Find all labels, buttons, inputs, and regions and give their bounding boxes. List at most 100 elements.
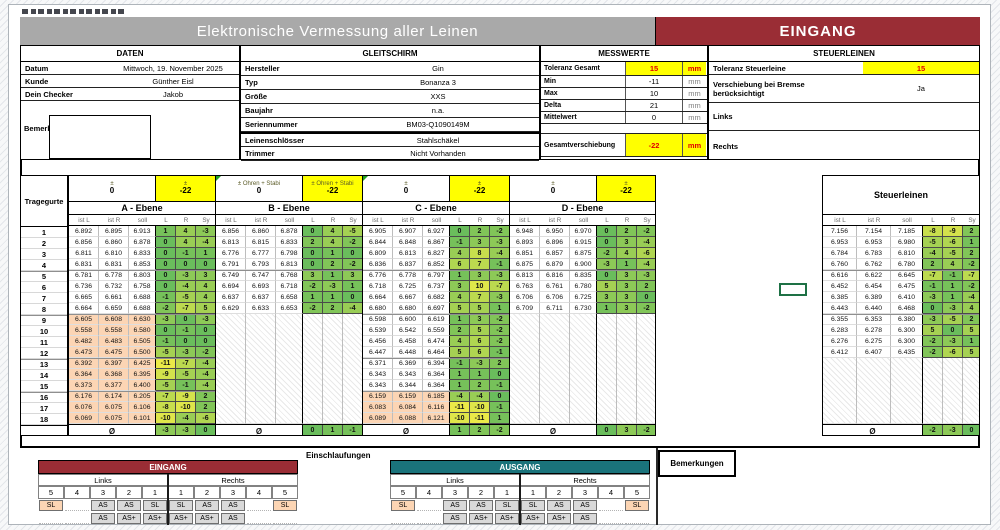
soll-cell[interactable]: 6.725 bbox=[570, 292, 597, 303]
r-diff-cell[interactable]: 10 bbox=[470, 281, 490, 292]
ist-r-cell[interactable]: 6.907 bbox=[393, 226, 423, 237]
ist-l-cell[interactable]: 6.664 bbox=[363, 292, 393, 303]
ist-l-cell[interactable]: 6.893 bbox=[510, 237, 540, 248]
ist-l-cell[interactable]: 6.749 bbox=[216, 271, 246, 281]
ist-l-cell[interactable]: 6.760 bbox=[823, 259, 857, 270]
sy-diff-cell[interactable]: 0 bbox=[196, 259, 215, 270]
r-diff-cell[interactable]: 6 bbox=[470, 347, 490, 358]
r-diff-cell[interactable]: 2 bbox=[323, 303, 343, 314]
ist-l-cell[interactable]: 6.851 bbox=[510, 248, 540, 259]
ist-l-cell[interactable]: 6.412 bbox=[823, 347, 857, 358]
l-diff-cell[interactable]: -3 bbox=[156, 315, 176, 325]
ist-l-cell[interactable]: 6.343 bbox=[363, 369, 393, 380]
l-diff-cell[interactable]: -8 bbox=[923, 226, 943, 237]
ist-r-cell[interactable]: 6.860 bbox=[246, 226, 276, 237]
soll-cell[interactable]: 6.425 bbox=[129, 359, 156, 369]
l-diff-cell[interactable]: 4 bbox=[450, 248, 470, 259]
soll-cell[interactable]: 6.500 bbox=[129, 347, 156, 358]
l-diff-cell[interactable]: 0 bbox=[597, 226, 617, 237]
l-diff-cell[interactable]: 0 bbox=[156, 271, 176, 281]
ist-r-cell[interactable]: 6.816 bbox=[540, 271, 570, 281]
soll-cell[interactable]: 6.395 bbox=[129, 369, 156, 380]
empty-loop-slot[interactable] bbox=[599, 500, 623, 511]
ist-l-cell[interactable]: 6.355 bbox=[823, 315, 857, 325]
r-diff-cell[interactable]: 3 bbox=[470, 315, 490, 325]
l-diff-cell[interactable]: -3 bbox=[923, 315, 943, 325]
ist-r-cell[interactable]: 6.088 bbox=[393, 413, 423, 424]
ist-l-cell[interactable]: 6.809 bbox=[363, 248, 393, 259]
ist-r-cell[interactable]: 6.667 bbox=[393, 292, 423, 303]
soll-cell[interactable]: 6.205 bbox=[129, 392, 156, 402]
soll-cell[interactable]: 6.300 bbox=[891, 325, 923, 336]
ist-l-cell[interactable]: 6.629 bbox=[216, 303, 246, 314]
loop-slot[interactable]: AS+ bbox=[521, 513, 545, 524]
ist-r-cell[interactable]: 6.895 bbox=[99, 226, 129, 237]
l-diff-cell[interactable]: 1 bbox=[450, 380, 470, 391]
r-diff-cell[interactable]: 7 bbox=[470, 292, 490, 303]
r-diff-cell[interactable]: 7 bbox=[470, 259, 490, 270]
steuerleinen-info-value[interactable] bbox=[863, 103, 979, 130]
loop-slot[interactable]: AS+ bbox=[195, 513, 219, 524]
loop-slot[interactable]: AS bbox=[117, 500, 141, 511]
r-diff-cell[interactable]: 2 bbox=[470, 226, 490, 237]
soll-cell[interactable]: 6.768 bbox=[276, 271, 303, 281]
ist-r-cell[interactable]: 6.637 bbox=[246, 292, 276, 303]
ist-r-cell[interactable]: 6.950 bbox=[540, 226, 570, 237]
soll-cell[interactable]: 6.464 bbox=[423, 347, 450, 358]
r-diff-cell[interactable]: -7 bbox=[176, 359, 196, 369]
sy-diff-cell[interactable]: -4 bbox=[196, 359, 215, 369]
soll-cell[interactable]: 6.475 bbox=[891, 281, 923, 292]
l-diff-cell[interactable]: -1 bbox=[156, 336, 176, 347]
ist-r-cell[interactable]: 6.783 bbox=[857, 248, 891, 259]
soll-cell[interactable]: 6.505 bbox=[129, 336, 156, 347]
ist-r-cell[interactable]: 6.777 bbox=[246, 248, 276, 259]
ist-l-cell[interactable]: 6.371 bbox=[363, 359, 393, 369]
l-diff-cell[interactable]: 0 bbox=[923, 303, 943, 314]
ist-l-cell[interactable]: 6.680 bbox=[363, 303, 393, 314]
ist-r-cell[interactable]: 6.725 bbox=[393, 281, 423, 292]
r-diff-cell[interactable]: -9 bbox=[176, 392, 196, 402]
r-diff-cell[interactable]: 0 bbox=[943, 325, 963, 336]
gleitschirm-row-value[interactable]: Stahlschäkel bbox=[416, 135, 460, 145]
ist-l-cell[interactable]: 6.813 bbox=[216, 237, 246, 248]
ist-l-cell[interactable]: 6.791 bbox=[216, 259, 246, 270]
adjustment-shift-cell[interactable]: ± -22 bbox=[597, 176, 655, 201]
l-diff-cell[interactable]: -7 bbox=[923, 271, 943, 281]
loop-slot[interactable]: SL bbox=[391, 500, 415, 511]
soll-cell[interactable]: 6.435 bbox=[891, 347, 923, 358]
sy-diff-cell[interactable]: -3 bbox=[490, 237, 509, 248]
r-diff-cell[interactable]: 3 bbox=[617, 292, 637, 303]
gesamtverschiebung-value[interactable]: -22 bbox=[625, 134, 682, 156]
sy-diff-cell[interactable]: 4 bbox=[196, 292, 215, 303]
r-diff-cell[interactable]: 4 bbox=[323, 237, 343, 248]
sy-diff-cell[interactable]: 2 bbox=[490, 359, 509, 369]
empty-loop-slot[interactable] bbox=[391, 513, 415, 524]
l-diff-cell[interactable]: 0 bbox=[156, 237, 176, 248]
r-diff-cell[interactable]: -9 bbox=[943, 226, 963, 237]
ist-r-cell[interactable]: 6.706 bbox=[540, 292, 570, 303]
bemerkung-input-box[interactable] bbox=[49, 115, 151, 159]
sy-diff-cell[interactable]: 4 bbox=[963, 303, 979, 314]
sy-diff-cell[interactable]: -3 bbox=[637, 271, 655, 281]
sy-diff-cell[interactable]: 0 bbox=[490, 392, 509, 402]
sy-diff-cell[interactable]: -4 bbox=[490, 248, 509, 259]
ist-r-cell[interactable]: 6.075 bbox=[99, 402, 129, 413]
r-diff-cell[interactable]: -1 bbox=[176, 380, 196, 391]
ist-l-cell[interactable]: 6.443 bbox=[823, 303, 857, 314]
r-diff-cell[interactable]: -10 bbox=[470, 402, 490, 413]
ist-r-cell[interactable]: 6.659 bbox=[99, 303, 129, 314]
r-diff-cell[interactable]: 3 bbox=[617, 271, 637, 281]
r-diff-cell[interactable]: -6 bbox=[943, 347, 963, 358]
l-diff-cell[interactable]: 0 bbox=[450, 226, 470, 237]
ist-l-cell[interactable]: 6.385 bbox=[823, 292, 857, 303]
sy-diff-cell[interactable]: -6 bbox=[196, 413, 215, 424]
r-diff-cell[interactable]: 1 bbox=[617, 259, 637, 270]
soll-cell[interactable]: 6.619 bbox=[423, 315, 450, 325]
steuerleinen-info-value[interactable] bbox=[863, 131, 979, 161]
sy-diff-cell[interactable]: 1 bbox=[196, 248, 215, 259]
soll-cell[interactable]: 6.559 bbox=[423, 325, 450, 336]
ist-r-cell[interactable]: 6.483 bbox=[99, 336, 129, 347]
l-diff-cell[interactable]: 0 bbox=[303, 248, 323, 259]
ist-l-cell[interactable]: 6.856 bbox=[216, 226, 246, 237]
adjustment-shift-cell[interactable]: ± Ohren + Stabi -22 bbox=[303, 176, 362, 201]
